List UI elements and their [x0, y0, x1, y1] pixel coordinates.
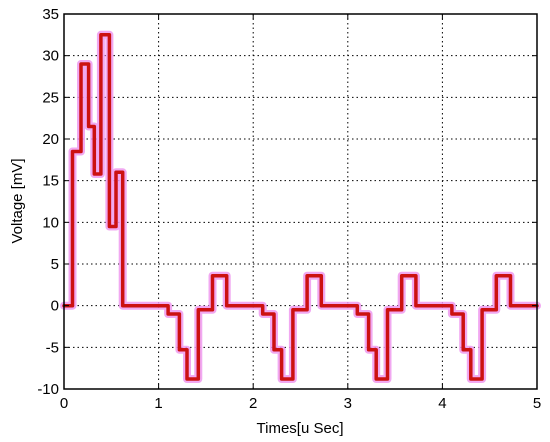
plot-background: [64, 14, 537, 389]
x-axis-label: Times[u Sec]: [257, 420, 344, 437]
x-tick-label: 5: [533, 395, 541, 412]
y-tick-label: 5: [51, 256, 59, 273]
x-tick-label: 0: [60, 395, 68, 412]
y-tick-label: 20: [42, 131, 59, 148]
y-tick-label: 35: [42, 6, 59, 23]
series-layer: [60, 30, 541, 383]
x-tick-labels: 0 1 2 3 4 5: [60, 395, 541, 412]
y-tick-label: 0: [51, 298, 59, 315]
y-tick-labels: -10 -5 0 5 10 15 20 25 30 35: [37, 6, 59, 398]
x-tick-label: 2: [249, 395, 257, 412]
y-tick-label: -5: [46, 339, 59, 356]
x-tick-label: 4: [438, 395, 446, 412]
series-line: [62, 33, 539, 381]
y-tick-label: 15: [42, 173, 59, 190]
plot-frame: [63, 13, 538, 390]
x-tick-label: 3: [344, 395, 352, 412]
y-tick-label: -10: [37, 381, 59, 398]
x-tick-label: 1: [154, 395, 162, 412]
y-tick-label: 25: [42, 89, 59, 106]
y-axis-label: Voltage [mV]: [9, 158, 26, 243]
y-tick-label: 30: [42, 48, 59, 65]
y-tick-label: 10: [42, 214, 59, 231]
axis-ticks: [63, 13, 538, 390]
